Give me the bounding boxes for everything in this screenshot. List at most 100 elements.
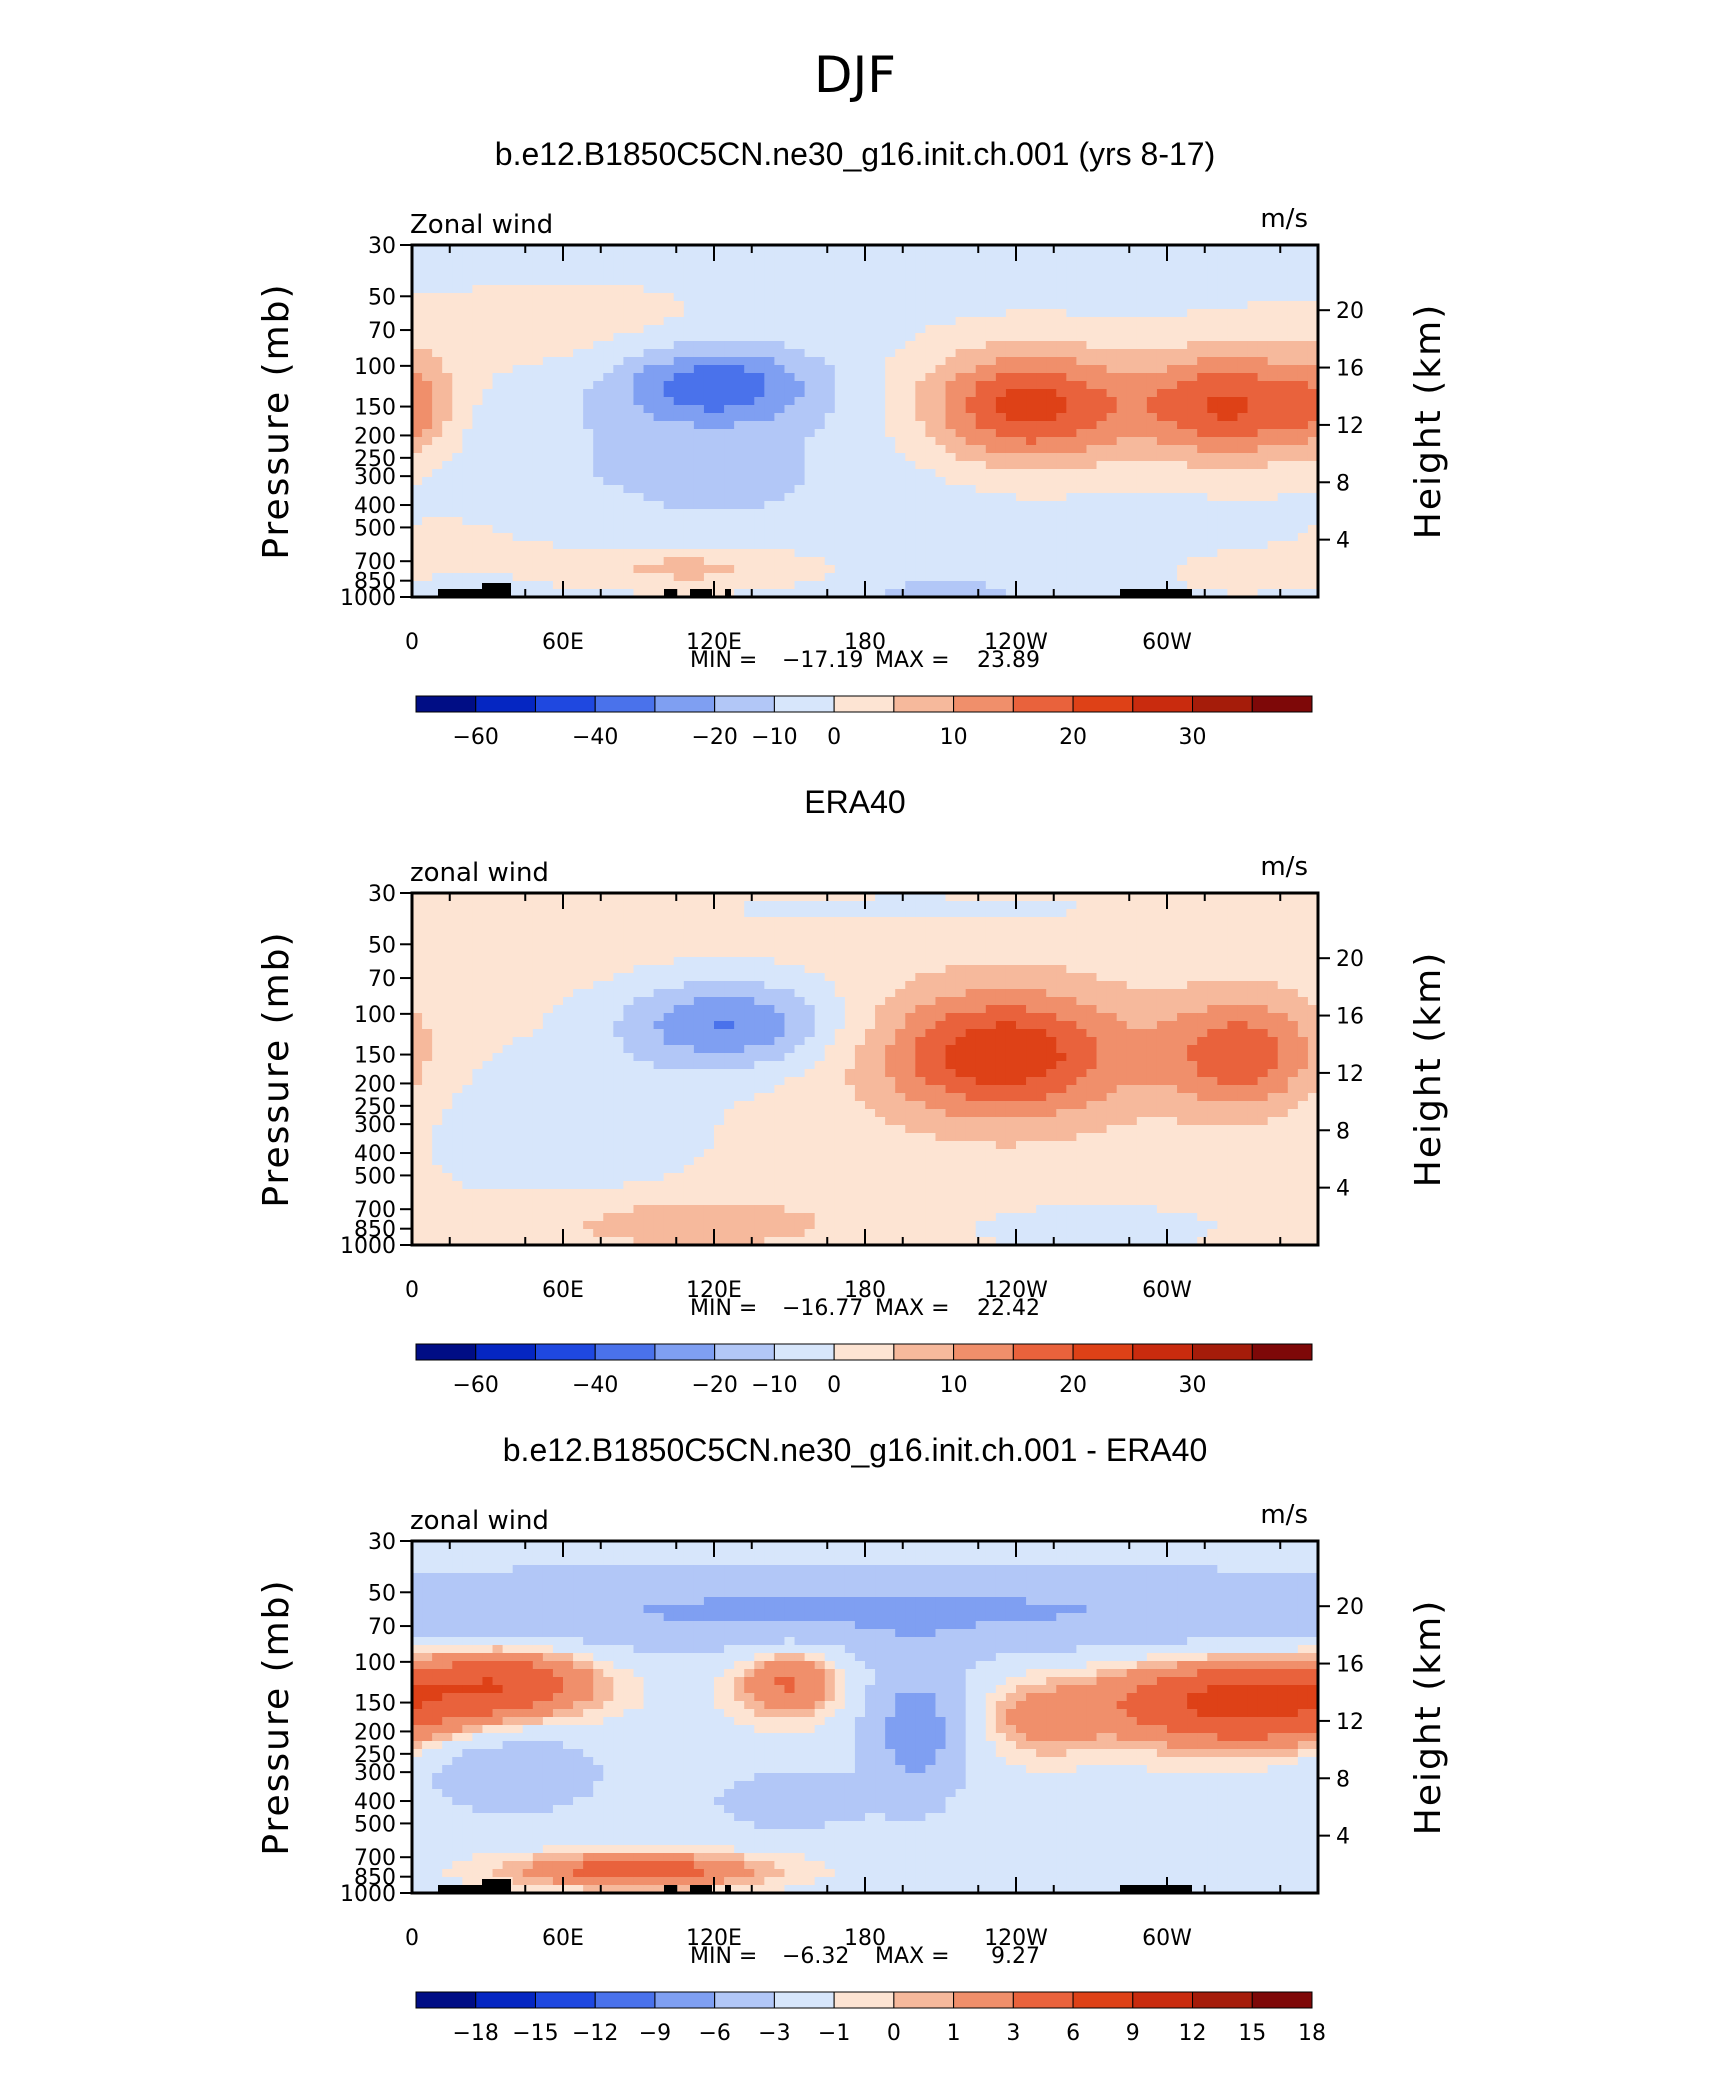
field-cell [532,493,544,502]
field-cell [1237,445,1249,454]
field-cell [865,349,876,358]
field-cell [1146,469,1158,478]
field-cell [1237,509,1249,518]
field-cell [1146,453,1158,462]
field-cell [623,469,635,478]
field-cell [623,245,635,254]
field-cell [1156,501,1168,510]
field-cell [1167,501,1178,510]
field-cell [1307,589,1319,598]
field-cell [945,949,957,958]
field-cell [744,365,755,374]
field-cell [542,493,554,502]
field-cell [1247,269,1259,278]
field-cell [1277,949,1289,958]
field-cell [945,429,957,438]
field-cell [1136,581,1148,590]
field-cell [1036,509,1047,518]
field-cell [1076,261,1088,270]
field-cell [512,541,524,550]
field-cell [683,557,695,566]
field-cell [442,901,453,910]
field-cell [1026,397,1037,406]
field-cell [734,421,745,430]
field-cell [965,469,977,478]
field-cell [1297,581,1309,590]
field-cell [854,901,866,910]
field-cell [1187,549,1198,558]
field-cell [623,565,635,574]
field-cell [875,589,886,598]
field-cell [492,493,504,502]
field-cell [593,533,604,542]
field-cell [472,493,484,502]
field-cell [754,277,765,286]
field-cell [703,493,715,502]
field-cell [885,469,896,478]
field-cell [1106,893,1118,902]
field-cell [1237,533,1249,542]
field-cell [1086,325,1098,334]
field-cell [1217,437,1228,446]
field-cell [1086,293,1098,302]
field-cell [1036,477,1047,486]
field-cell [462,269,473,278]
field-cell [844,333,856,342]
field-cell [1177,437,1188,446]
field-cell [875,901,886,910]
field-cell [442,893,453,902]
field-cell [522,533,534,542]
field-cell [673,565,685,574]
field-cell [1076,285,1088,294]
field-cell [814,589,826,598]
field-cell [1156,277,1168,286]
field-cell [935,437,947,446]
field-cell [583,517,594,526]
field-cell [633,461,645,470]
field-cell [1277,589,1289,598]
x-tick-label: 120W [984,630,1048,655]
field-cell [975,389,987,398]
field-cell [573,893,584,902]
field-cell [824,269,836,278]
field-cell [432,357,443,366]
field-cell [1247,357,1259,366]
field-cell [1237,949,1249,958]
field-cell [683,285,695,294]
field-cell [1036,341,1047,350]
field-cell [1146,573,1158,582]
field-cell [1257,477,1269,486]
field-cell [1187,461,1198,470]
field-cell [492,949,504,958]
field-cell [714,565,725,574]
field-cell [633,381,645,390]
field-cell [1146,901,1158,910]
field-cell [1005,333,1017,342]
y2-tick-label: 12 [1336,414,1364,439]
field-cell [623,357,635,366]
x-tick-label: 0 [405,630,419,655]
field-cell [1307,509,1319,518]
field-cell [532,933,544,942]
field-cell [915,429,926,438]
field-cell [663,893,675,902]
field-cell [734,389,745,398]
field-cell [925,949,937,958]
field-cell [412,501,423,510]
field-cell [1146,381,1158,390]
field-cell [1197,357,1208,366]
field-cell [683,501,695,510]
field-cell [1197,581,1208,590]
field-cell [1136,557,1148,566]
field-cell [724,261,735,270]
field-cell [854,285,866,294]
field-cell [532,893,544,902]
field-cell [1026,429,1037,438]
field-cell [442,261,453,270]
field-cell [1005,389,1017,398]
field-cell [814,949,826,958]
field-cell [744,917,755,926]
field-cell [432,517,443,526]
field-cell [1036,925,1047,934]
field-cell [915,413,926,422]
